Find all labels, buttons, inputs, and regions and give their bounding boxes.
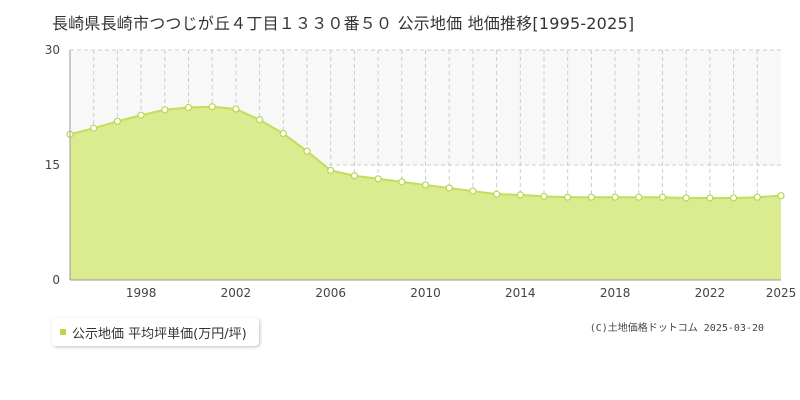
data-point (398, 178, 406, 186)
x-tick-label: 2022 (695, 286, 726, 300)
x-tick-label: 2018 (600, 286, 631, 300)
data-point (113, 117, 122, 125)
data-point (279, 129, 287, 138)
axes (69, 50, 781, 281)
x-tick-label: 2006 (315, 286, 346, 300)
data-point (445, 184, 453, 192)
data-point (611, 193, 619, 201)
data-point (658, 193, 667, 201)
data-point (327, 166, 335, 174)
series-markers (66, 103, 785, 202)
data-point (540, 192, 548, 201)
data-point (729, 194, 738, 202)
x-tick-label: 2014 (505, 286, 536, 300)
data-point (374, 175, 382, 183)
y-tick-labels: 0 15 30 (45, 43, 60, 287)
legend-marker (60, 329, 66, 335)
data-point (706, 194, 714, 202)
data-point (777, 192, 785, 200)
x-tick-label: 2002 (221, 286, 252, 300)
chart-title: 長崎県長崎市つつじが丘４丁目１３３０番５０ 公示地価 地価推移[1995-202… (52, 14, 635, 33)
data-point (184, 103, 193, 112)
data-point (516, 191, 524, 199)
y-tick-label: 0 (52, 273, 60, 287)
series-area (70, 106, 781, 280)
data-point (753, 193, 761, 201)
data-point (90, 124, 98, 132)
data-point (137, 111, 145, 119)
data-point (161, 106, 169, 114)
legend: 公示地価 平均坪単価(万円/坪) (52, 318, 259, 346)
data-point (493, 190, 501, 198)
data-point (208, 103, 216, 111)
x-tick-label: 2025 (766, 286, 797, 300)
data-point (421, 181, 430, 189)
data-point (350, 172, 358, 180)
y-tick-label: 30 (45, 43, 60, 57)
data-point (635, 193, 643, 201)
legend-label: 公示地価 平均坪単価(万円/坪) (72, 326, 247, 342)
data-point (469, 187, 477, 195)
x-tick-label: 2010 (410, 286, 441, 300)
x-tick-label: 1998 (126, 286, 157, 300)
x-tick-labels: 1998 2002 2006 2010 2014 2018 2022 2025 (126, 286, 796, 300)
data-point (587, 193, 596, 201)
data-point (303, 147, 311, 155)
data-point (256, 116, 264, 124)
data-point (564, 193, 572, 201)
copyright-text: (C)土地価格ドットコム 2025-03-20 (589, 323, 764, 334)
data-point (682, 194, 690, 202)
y-tick-label: 15 (45, 158, 60, 172)
data-point (232, 105, 240, 113)
